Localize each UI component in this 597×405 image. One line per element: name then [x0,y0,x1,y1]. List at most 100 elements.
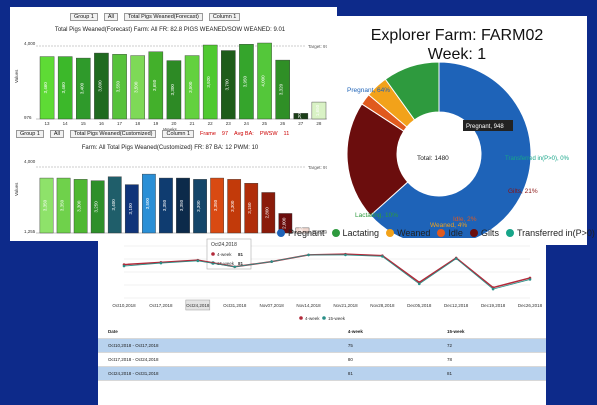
forecast-bar[interactable] [112,54,127,120]
all-select[interactable]: All [103,13,118,21]
cell-15week: 72 [436,338,546,353]
top-toolbar: Group 1 All Total Pigs Weaned(Forecast) … [70,11,246,23]
cell-date: Oct24,2018 - Oct31,2018 [98,366,338,381]
group-select-2[interactable]: Group 1 [16,130,44,138]
custom-bar[interactable] [176,177,190,234]
custom-bar[interactable] [278,213,293,234]
legend-item[interactable]: Lactating [331,228,379,238]
legend-15week-label[interactable]: 15-week [328,316,346,321]
forecast-x-tick: 15 [81,121,87,126]
series-point[interactable] [491,287,495,291]
custom-bar[interactable] [312,230,327,234]
header-15week[interactable]: 15-week [436,324,546,339]
legend-item[interactable]: Gilts [469,228,499,238]
header-date[interactable]: Date [98,324,338,339]
custom-bar[interactable] [244,183,259,234]
series-point[interactable] [307,253,310,257]
legend-item[interactable]: Transferred in(P>0) [505,228,595,238]
forecast-select[interactable]: Total Pigs Weaned(Forecast) [124,13,203,21]
forecast-bar[interactable] [257,42,272,120]
custom-bar-label: 3,300 [77,200,82,212]
table-row[interactable]: Oct10,2018 - Oct17,2018 75 72 [98,338,546,353]
forecast-bar[interactable] [221,50,236,120]
highlighted-x-tick-box [185,299,211,311]
forecast-bar[interactable] [39,56,55,120]
trend-line-chart: Oct10,2018 Oct17,2018 Oct24,2018 Oct31,2018… [112,238,543,321]
donut-slice-gilts[interactable] [346,103,409,217]
series-point[interactable] [122,264,126,268]
custom-bar-label: 3,300 [230,200,235,212]
table-row[interactable]: Oct17,2018 - Oct24,2018 80 78 [98,352,546,367]
series-point[interactable] [381,255,384,258]
series-point[interactable] [344,253,347,257]
legend-4week-label[interactable]: 4-week [305,316,320,321]
header-4week[interactable]: 4-week [337,324,437,339]
forecast-bar[interactable] [57,56,73,120]
custom-bar[interactable] [261,192,276,234]
custom-bar[interactable] [193,179,207,234]
custom-bar-label: 3,100 [128,203,133,215]
tooltip-4week-value: 81 [238,252,244,257]
forecast-bar-label: 4,000 [261,75,266,87]
series-point[interactable] [528,278,532,281]
forecast-bar[interactable] [293,113,309,120]
line-x-tick: Nov14,2018 [296,303,321,308]
tooltip-15week-label: 15-week [217,261,235,266]
forecast-x-tick: 21 [190,121,196,126]
series-line-15week[interactable] [123,254,531,290]
series-point[interactable] [159,261,163,265]
forecast-bar-label: 3,600 [97,80,102,92]
custom-select[interactable]: Total Pigs Weaned(Customized) [70,130,157,138]
series-point[interactable] [417,282,421,286]
forecast-bar[interactable] [94,52,109,120]
series-point[interactable] [196,259,200,263]
custom-bar-label: 2,800 [264,207,269,219]
legend-item[interactable]: Pregnant [277,228,325,238]
table-row[interactable]: Oct24,2018 - Oct31,2018 81 81 [98,366,546,381]
group-select[interactable]: Group 1 [70,13,98,21]
custom-bar-chart: Farm: All Total Pigs Weaned(Customized) … [14,145,334,237]
series-point[interactable] [270,260,273,263]
cell-15week: 78 [436,352,546,367]
custom-bar[interactable] [107,176,122,234]
custom-bar-label: 3,150 [247,202,252,214]
custom-bar[interactable] [210,177,224,234]
legend-item[interactable]: Idle [437,228,463,238]
custom-bar[interactable] [142,173,156,234]
all-select-2[interactable]: All [49,130,64,138]
data-table: Date 4-week 15-week Oct10,2018 - Oct17,2… [98,324,546,381]
forecast-bar[interactable] [166,60,182,120]
forecast-bar-label: 3,500 [188,81,193,93]
forecast-bar[interactable] [148,51,164,120]
series-point[interactable] [454,257,458,260]
column-select-2[interactable]: Column 1 [162,130,195,138]
forecast-bar[interactable] [275,59,290,120]
forecast-bar[interactable] [130,55,145,120]
custom-bar[interactable] [159,177,173,234]
line-x-tick: Dec12,2018 [444,303,469,308]
donut-slice-lactating[interactable] [384,61,440,121]
custom-bar[interactable] [39,177,54,234]
forecast-bar[interactable] [202,44,218,120]
tooltip-4week-dot [211,252,215,256]
custom-bar[interactable] [227,179,242,234]
trend-panel: Oct10,2018 Oct17,2018 Oct24,2018 Oct31,2018… [98,238,546,405]
forecast-bar-label: 3,550 [116,81,121,93]
custom-bar[interactable] [90,180,105,234]
cell-4week: 80 [337,352,437,367]
column-select[interactable]: Column 1 [208,13,241,21]
legend-item[interactable]: Weaned [386,228,430,238]
forecast-bar-label: 3,320 [279,83,284,95]
custom-bar-label: 3,500 [145,197,150,209]
custom-bar[interactable] [124,184,139,234]
custom-bar[interactable] [56,177,71,234]
cell-date: Oct10,2018 - Oct17,2018 [98,338,338,353]
custom-bar-label: 3,350 [162,199,167,211]
custom-bar[interactable] [295,227,310,234]
forecast-bar[interactable] [76,57,91,120]
series-point[interactable] [233,265,237,269]
forecast-bar[interactable] [239,44,254,120]
forecast-bar[interactable] [311,101,327,120]
custom-bar[interactable] [73,179,88,234]
forecast-bar[interactable] [184,55,200,120]
